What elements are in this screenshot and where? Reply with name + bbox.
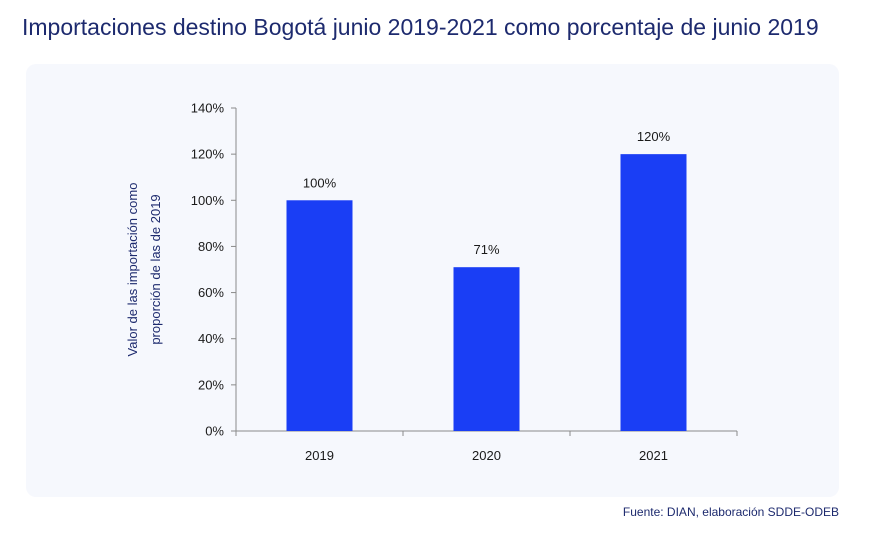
data-label-2020: 71%	[473, 242, 499, 257]
y-tick-label: 120%	[191, 147, 225, 162]
bars	[286, 154, 687, 431]
y-tick-label: 100%	[191, 193, 225, 208]
data-label-2021: 120%	[637, 129, 671, 144]
axes: 0% 20% 40% 60% 80% 100% 120% 140% 2019 2020 2021	[191, 101, 738, 463]
source-note: Fuente: DIAN, elaboración SDDE-ODEB	[622, 505, 839, 519]
y-axis-title-line: Valor de las importación como	[125, 183, 140, 357]
bar-2020	[453, 267, 520, 431]
x-tick-label: 2019	[305, 448, 334, 463]
data-label-2019: 100%	[303, 175, 337, 190]
y-tick-label: 60%	[198, 285, 224, 300]
y-tick-label: 0%	[205, 424, 224, 439]
chart-panel	[26, 64, 839, 497]
bar-2021	[620, 154, 687, 431]
x-tick-label: 2020	[472, 448, 501, 463]
chart-title: Importaciones destino Bogotá junio 2019-…	[22, 14, 819, 40]
y-tick-label: 20%	[198, 377, 224, 392]
x-tick-label: 2021	[639, 448, 668, 463]
y-tick-label: 80%	[198, 239, 224, 254]
y-tick-label: 40%	[198, 331, 224, 346]
y-axis-title: Valor de las importación como proporción …	[125, 183, 163, 357]
y-tick-label: 140%	[191, 101, 225, 116]
bar-2019	[286, 200, 353, 431]
y-axis-title-line: proporción de las de 2019	[148, 194, 163, 344]
data-labels: 100% 71% 120%	[303, 129, 671, 257]
